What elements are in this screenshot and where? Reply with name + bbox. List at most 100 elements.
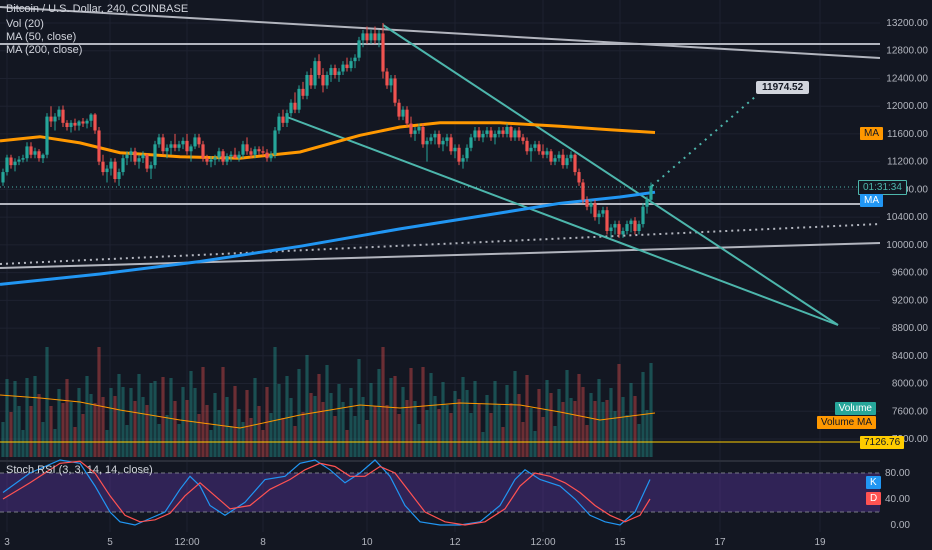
candle-body — [297, 88, 301, 110]
volume-ma-line — [0, 394, 656, 429]
volume-bar — [353, 416, 357, 457]
candle-body — [633, 220, 637, 231]
volume-bar — [417, 424, 421, 457]
candle-body — [217, 151, 221, 158]
volume-bar — [289, 398, 293, 457]
candle-body — [253, 149, 257, 155]
volume-bar — [317, 374, 321, 457]
volume-bar — [313, 396, 317, 457]
candle-body — [201, 144, 205, 159]
candle-body — [145, 154, 149, 169]
price-axis-bg — [880, 0, 932, 550]
volume-bar — [121, 387, 125, 457]
volume-bar — [581, 387, 585, 457]
candle-body — [109, 161, 113, 169]
time-tick-label: 12:00 — [174, 537, 199, 548]
candle-body — [445, 137, 449, 141]
volume-bar — [489, 413, 493, 457]
volume-bar — [181, 387, 185, 457]
volume-bar — [397, 414, 401, 457]
volume-bar — [169, 378, 173, 457]
volume-bar — [37, 394, 41, 457]
time-axis-bg — [0, 532, 932, 550]
candle-body — [105, 168, 109, 173]
volume-bar — [381, 347, 385, 457]
candle-body — [529, 147, 533, 152]
volume-bar — [405, 400, 409, 457]
candle-body — [497, 130, 501, 134]
volume-bar — [185, 400, 189, 457]
candle-body — [5, 157, 9, 173]
volume-bar — [281, 418, 285, 457]
ma50-line — [0, 121, 656, 160]
volume-bar — [357, 359, 361, 457]
candle-body — [45, 116, 49, 155]
stoch-k-tag: K — [866, 476, 881, 489]
candle-body — [549, 151, 553, 162]
volume-bar — [621, 397, 625, 457]
volume-bar — [29, 406, 33, 457]
candle-body — [581, 182, 585, 200]
volume-bar — [253, 378, 257, 457]
candle-body — [177, 144, 181, 148]
candle-body — [317, 61, 321, 75]
volume-bar — [341, 402, 345, 457]
volume-bar — [537, 389, 541, 457]
candle-body — [309, 75, 313, 86]
time-tick-label: 17 — [714, 537, 726, 548]
volume-bar — [141, 397, 145, 457]
volume-bars — [1, 347, 653, 457]
volume-bar — [497, 404, 501, 457]
candle-body — [237, 154, 241, 159]
candle-body — [441, 140, 445, 145]
price-tick-label: 9600.00 — [892, 268, 929, 279]
candle-body — [589, 203, 593, 207]
volume-bar — [345, 430, 349, 457]
time-tick-label: 12 — [449, 537, 461, 548]
price-tick-label: 7200.00 — [892, 434, 929, 445]
candle-body — [221, 151, 225, 162]
volume-bar — [433, 396, 437, 457]
candle-body — [597, 213, 601, 218]
volume-bar — [41, 422, 45, 457]
candle-body — [89, 114, 93, 121]
candle-body — [381, 33, 385, 72]
candle-body — [453, 147, 457, 152]
candle-body — [241, 144, 245, 155]
ma200-line — [0, 190, 656, 286]
candle-body — [141, 154, 145, 159]
volume-bar — [457, 399, 461, 457]
candle-body — [313, 61, 317, 86]
candle-body — [593, 203, 597, 218]
volume-bar — [237, 409, 241, 457]
candle-body — [629, 220, 633, 225]
volume-bar — [245, 390, 249, 457]
candle-body — [277, 116, 281, 131]
volume-ma-tag: Volume MA — [816, 416, 876, 429]
candle-body — [397, 102, 401, 117]
volume-bar — [5, 379, 9, 457]
volume-bar — [393, 376, 397, 457]
volume-bar — [509, 403, 513, 457]
volume-bar — [9, 412, 13, 457]
candle-body — [573, 154, 577, 173]
volume-bar — [557, 389, 561, 457]
price-tick-label: 7600.00 — [892, 406, 929, 417]
candle-body — [57, 109, 61, 117]
candle-body — [609, 227, 613, 231]
volume-bar — [25, 378, 29, 457]
candle-body — [265, 152, 269, 159]
volume-bar — [561, 402, 565, 457]
volume-bar — [493, 381, 497, 457]
candle-body — [325, 75, 329, 86]
candle-body — [553, 158, 557, 162]
volume-bar — [217, 410, 221, 457]
time-tick-label: 8 — [260, 537, 266, 548]
candle-body — [541, 151, 545, 155]
volume-tag: Volume — [834, 402, 876, 415]
volume-bar — [649, 363, 653, 457]
candle-body — [613, 224, 617, 228]
volume-bar — [609, 388, 613, 457]
volume-bar — [125, 425, 129, 457]
